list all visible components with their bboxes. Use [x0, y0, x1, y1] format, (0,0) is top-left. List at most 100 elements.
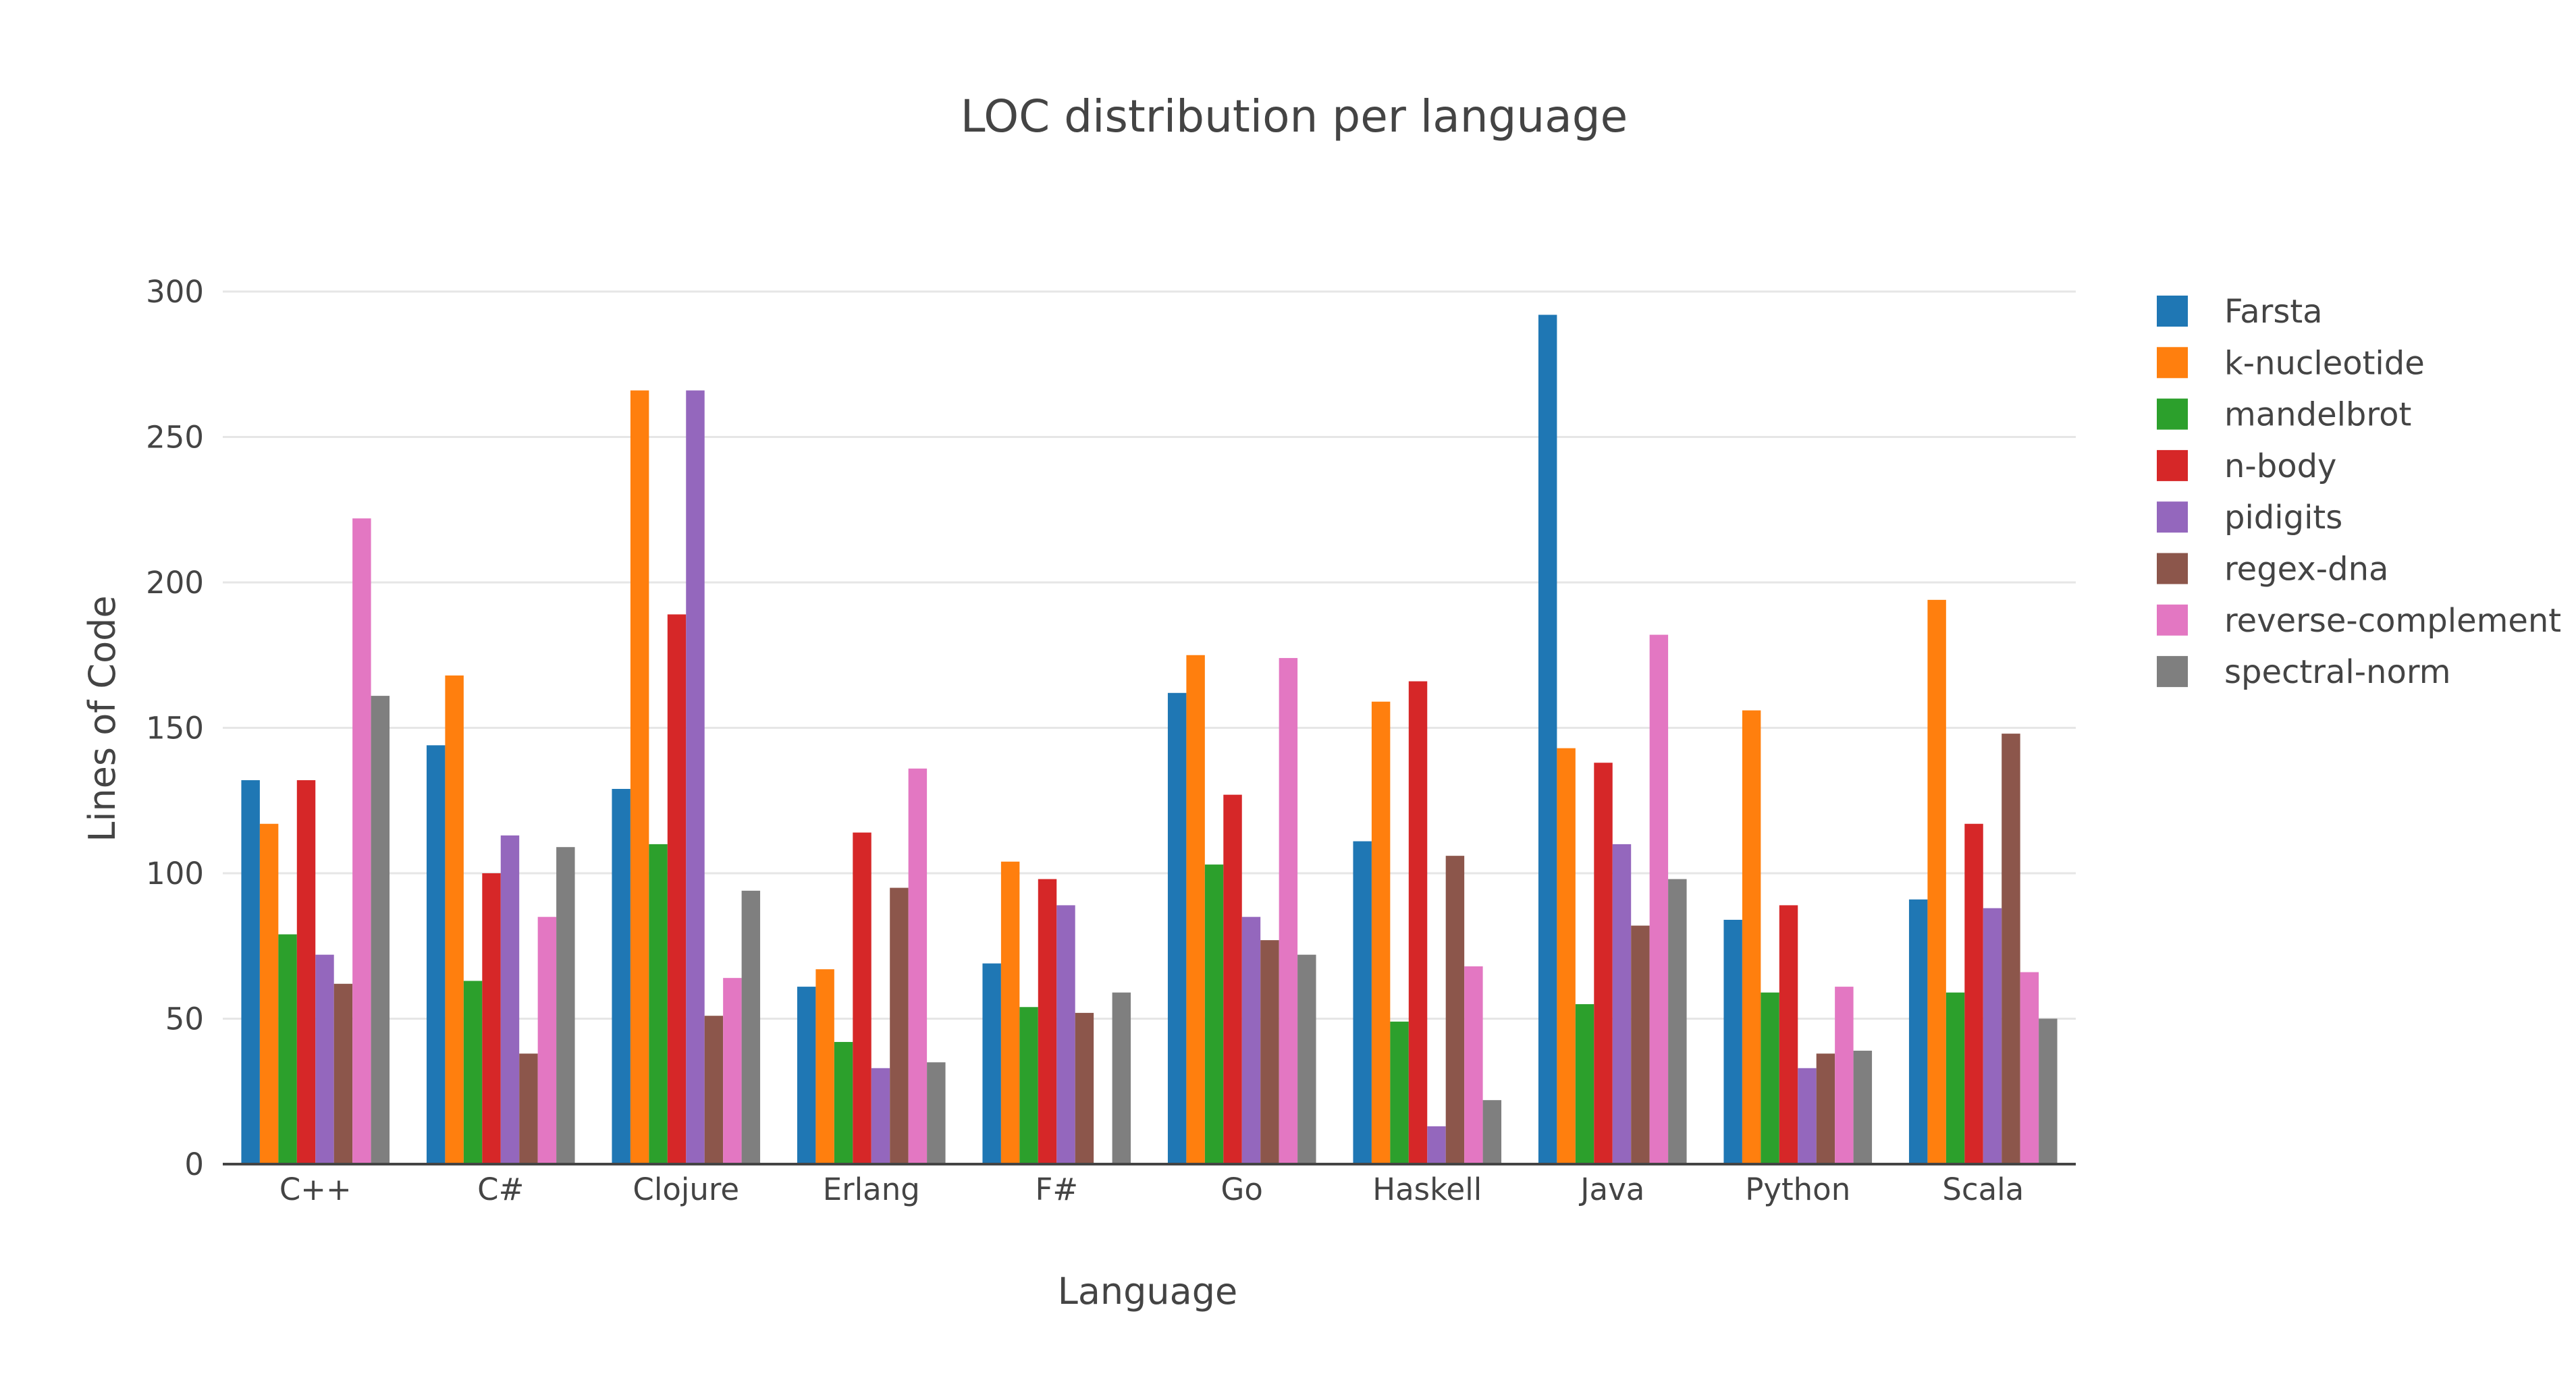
bar-reverse-complement-Scala — [2020, 972, 2039, 1164]
bars — [241, 314, 2058, 1165]
bar-k-nucleotide-Haskell — [1371, 701, 1391, 1164]
bar-spectral-norm-Erlang — [927, 1062, 946, 1164]
bar-reverse-complement-Python — [1835, 987, 1854, 1164]
bar-mandelbrot-Python — [1761, 992, 1779, 1164]
legend-item[interactable]: mandelbrot — [2157, 396, 2411, 434]
legend-item[interactable]: reverse-complement — [2157, 602, 2561, 640]
y-tick-label: 150 — [146, 711, 204, 746]
x-tick-label: C++ — [279, 1172, 352, 1207]
bar-regex-dna-Clojure — [704, 1016, 724, 1164]
bar-Farsta-Scala — [1908, 899, 1928, 1164]
legend-swatch — [2157, 296, 2188, 327]
x-tick-label: Clojure — [633, 1172, 739, 1207]
bar-pidigits-C# — [500, 835, 520, 1164]
bar-pidigits-Java — [1612, 844, 1632, 1164]
bar-n-body-F# — [1038, 879, 1057, 1164]
y-tick-label: 200 — [146, 565, 204, 601]
bar-k-nucleotide-F# — [1000, 861, 1020, 1164]
bar-n-body-Haskell — [1408, 681, 1428, 1164]
bar-regex-dna-Erlang — [890, 887, 909, 1164]
bar-n-body-Python — [1779, 905, 1798, 1164]
bar-mandelbrot-Java — [1575, 1004, 1594, 1164]
bar-pidigits-F# — [1056, 905, 1075, 1164]
bar-Farsta-Haskell — [1353, 841, 1372, 1164]
bar-Farsta-C# — [426, 745, 446, 1164]
bar-n-body-Go — [1223, 794, 1242, 1164]
bar-Farsta-Python — [1723, 919, 1742, 1164]
legend-swatch — [2157, 347, 2188, 379]
bar-spectral-norm-Java — [1668, 879, 1687, 1164]
x-tick-label: Haskell — [1372, 1172, 1482, 1207]
bar-Farsta-Clojure — [612, 789, 630, 1164]
bar-pidigits-C++ — [315, 954, 334, 1164]
bar-spectral-norm-Python — [1853, 1050, 1873, 1164]
bar-k-nucleotide-Clojure — [630, 390, 649, 1164]
bar-reverse-complement-Erlang — [908, 768, 928, 1164]
bar-Farsta-F# — [982, 963, 1001, 1164]
bar-pidigits-Go — [1241, 916, 1261, 1164]
bar-reverse-complement-Haskell — [1464, 966, 1483, 1164]
bar-mandelbrot-F# — [1019, 1007, 1038, 1164]
chart-title: LOC distribution per language — [961, 90, 1628, 142]
bar-mandelbrot-Erlang — [834, 1041, 853, 1164]
bar-spectral-norm-Go — [1297, 954, 1316, 1164]
x-axis-ticks: C++ C# Clojure Erlang F# Go Haskell Java Python S… — [279, 1172, 2024, 1207]
bar-mandelbrot-Scala — [1946, 992, 1965, 1164]
bar-reverse-complement-Go — [1279, 658, 1298, 1164]
bar-spectral-norm-C# — [556, 847, 575, 1164]
legend-item[interactable]: n-body — [2157, 447, 2336, 485]
bar-pidigits-Scala — [1983, 908, 2002, 1164]
bar-Farsta-Erlang — [797, 987, 816, 1164]
bar-mandelbrot-C++ — [278, 934, 297, 1164]
x-tick-label: Java — [1578, 1172, 1644, 1207]
bar-spectral-norm-C++ — [371, 696, 390, 1164]
bar-k-nucleotide-Erlang — [815, 969, 834, 1164]
bar-n-body-Clojure — [667, 614, 687, 1164]
bar-mandelbrot-Haskell — [1390, 1021, 1409, 1164]
bar-regex-dna-Python — [1816, 1053, 1835, 1164]
bar-regex-dna-Haskell — [1445, 856, 1465, 1164]
bar-mandelbrot-Clojure — [649, 844, 668, 1164]
bar-k-nucleotide-Python — [1742, 710, 1761, 1164]
bar-regex-dna-Go — [1260, 940, 1279, 1164]
legend-item[interactable]: Farsta — [2157, 293, 2323, 331]
legend-item[interactable]: pidigits — [2157, 499, 2342, 537]
legend-swatch — [2157, 501, 2188, 533]
bar-reverse-complement-Java — [1649, 634, 1669, 1164]
bar-pidigits-Python — [1798, 1068, 1817, 1164]
bar-n-body-Java — [1594, 763, 1613, 1164]
legend-item[interactable]: regex-dna — [2157, 551, 2388, 588]
legend-label: reverse-complement — [2224, 602, 2561, 640]
bar-regex-dna-Java — [1631, 925, 1650, 1164]
bar-k-nucleotide-Scala — [1927, 599, 1946, 1164]
bar-k-nucleotide-C# — [445, 675, 464, 1164]
legend-label: Farsta — [2224, 293, 2323, 331]
y-tick-label: 0 — [184, 1147, 204, 1182]
legend-item[interactable]: spectral-norm — [2157, 653, 2450, 691]
x-tick-label: Python — [1745, 1172, 1850, 1207]
legend-swatch — [2157, 398, 2188, 430]
bar-mandelbrot-C# — [463, 981, 483, 1164]
bar-n-body-C++ — [296, 780, 316, 1164]
bar-Farsta-C++ — [241, 780, 260, 1164]
legend-label: regex-dna — [2224, 551, 2388, 588]
legend-swatch — [2157, 449, 2188, 481]
bar-mandelbrot-Go — [1204, 864, 1224, 1164]
bar-spectral-norm-Clojure — [741, 890, 761, 1164]
bar-reverse-complement-C++ — [352, 518, 371, 1164]
bar-spectral-norm-F# — [1112, 992, 1131, 1164]
bar-pidigits-Erlang — [871, 1068, 890, 1164]
y-axis-ticks: 0 50 100 150 200 250 300 — [146, 274, 204, 1182]
legend-swatch — [2157, 604, 2188, 636]
bar-k-nucleotide-C++ — [259, 823, 279, 1164]
bar-Farsta-Go — [1167, 692, 1187, 1164]
bar-Farsta-Java — [1538, 314, 1557, 1165]
legend-item[interactable]: k-nucleotide — [2157, 344, 2425, 382]
x-tick-label: F# — [1035, 1172, 1078, 1207]
y-tick-label: 300 — [146, 274, 204, 310]
y-tick-label: 100 — [146, 856, 204, 891]
bar-k-nucleotide-Go — [1186, 655, 1205, 1164]
legend-swatch — [2157, 553, 2188, 584]
bar-spectral-norm-Scala — [2039, 1018, 2058, 1164]
